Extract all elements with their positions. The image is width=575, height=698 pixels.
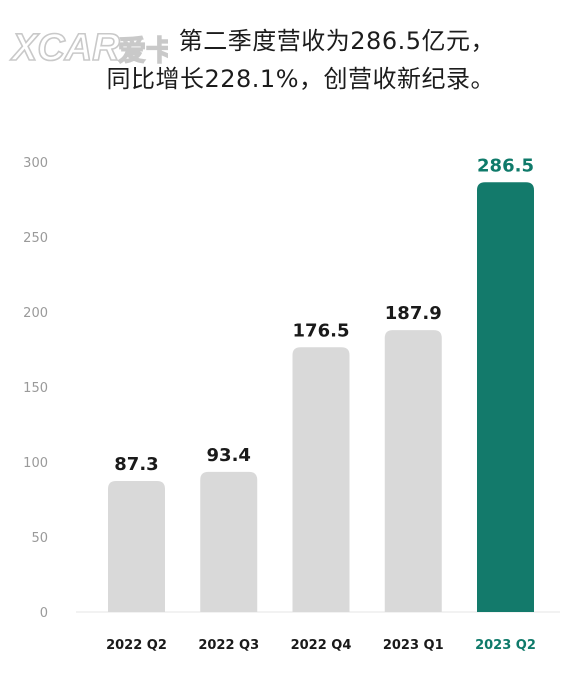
bar [108, 481, 165, 612]
y-tick-label: 0 [40, 606, 48, 621]
data-label: 93.4 [207, 445, 251, 466]
bar [385, 330, 442, 612]
x-tick-label: 2022 Q4 [291, 638, 352, 653]
y-tick-label: 300 [23, 156, 48, 171]
data-label: 187.9 [385, 303, 442, 324]
y-tick-label: 100 [23, 456, 48, 471]
data-label: 286.5 [477, 155, 534, 176]
data-label: 176.5 [293, 320, 350, 341]
y-tick-label: 50 [31, 531, 48, 546]
y-tick-label: 200 [23, 306, 48, 321]
data-label: 87.3 [114, 454, 158, 475]
x-tick-label: 2023 Q2 [475, 638, 536, 653]
x-tick-label: 2023 Q1 [383, 638, 444, 653]
bar [477, 182, 534, 612]
bar [293, 347, 350, 612]
x-tick-label: 2022 Q2 [106, 638, 167, 653]
y-tick-label: 250 [23, 231, 48, 246]
bar [200, 472, 257, 612]
y-tick-label: 150 [23, 381, 48, 396]
x-tick-label: 2022 Q3 [198, 638, 259, 653]
